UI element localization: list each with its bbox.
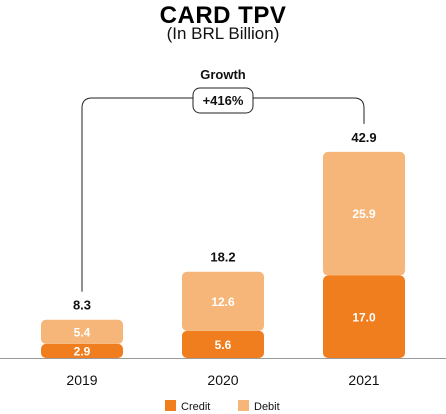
legend-swatch-debit xyxy=(238,400,249,411)
bar-label-debit-2020: 12.6 xyxy=(211,295,235,309)
legend: Credit Debit xyxy=(165,400,280,413)
bar-credit-2019 xyxy=(41,343,123,358)
legend-label-debit: Debit xyxy=(254,401,280,413)
bar-label-credit-2021: 17.0 xyxy=(352,310,376,324)
bar-label-credit-2019: 2.9 xyxy=(74,344,91,358)
total-label-2021: 42.9 xyxy=(351,130,376,145)
chart-title: CARD TPV xyxy=(159,2,287,29)
bar-label-credit-2020: 5.6 xyxy=(215,338,232,352)
bar-debit-2020 xyxy=(182,271,264,331)
bar-label-debit-2019: 5.4 xyxy=(74,325,91,339)
bars-group: 2.9 5.4 8.3 5.6 12.6 18.2 17.0 25.9 42.9 xyxy=(41,130,405,358)
chart-subtitle: (In BRL Billion) xyxy=(166,24,280,43)
legend-label-credit: Credit xyxy=(181,401,210,413)
total-label-2019: 8.3 xyxy=(73,298,91,313)
bar-credit-2021 xyxy=(323,275,405,358)
bar-label-debit-2021: 25.9 xyxy=(352,207,376,221)
bar-credit-2020 xyxy=(182,330,264,358)
bar-debit-2021 xyxy=(323,151,405,276)
growth-value-box xyxy=(192,87,254,114)
x-tick-label-2021: 2021 xyxy=(348,372,379,388)
bar-debit-2019 xyxy=(41,319,123,344)
legend-swatch-credit xyxy=(165,400,176,411)
total-label-2020: 18.2 xyxy=(210,250,235,265)
growth-value: +416% xyxy=(203,93,244,108)
x-tick-label-2019: 2019 xyxy=(66,372,97,388)
growth-label: Growth xyxy=(200,67,246,82)
x-axis-tick-labels: 2019 2020 2021 xyxy=(66,372,379,388)
x-tick-label-2020: 2020 xyxy=(207,372,238,388)
